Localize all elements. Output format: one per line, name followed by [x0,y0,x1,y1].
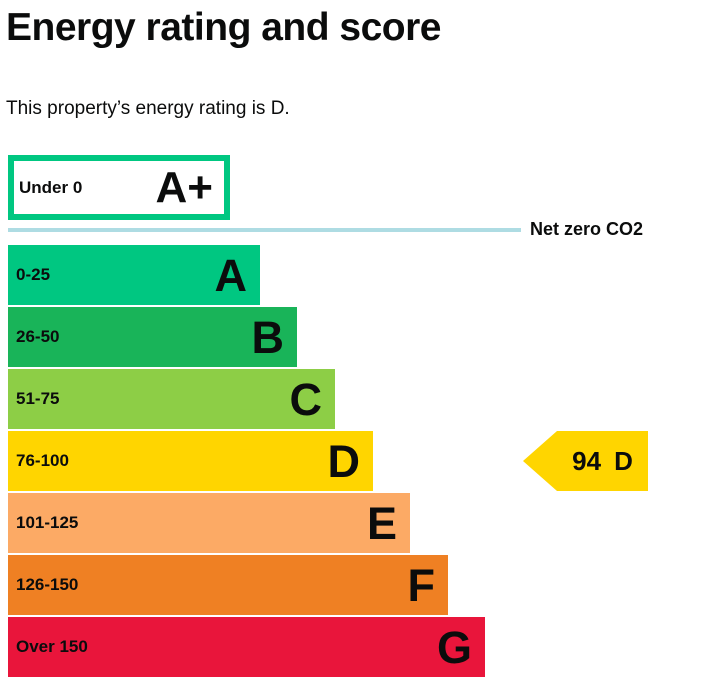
band-row-a-plus: Under 0 A+ [8,155,230,220]
band-row-e: 101-125 E [8,493,410,553]
net-zero-label: Net zero CO2 [530,219,644,239]
band-range-label: Over 150 [16,637,88,656]
net-zero-line [8,228,521,232]
current-rating-band-letter: D [614,445,633,476]
page-subtitle: This property’s energy rating is D. [6,98,290,119]
band-letter: F [407,559,436,611]
band-range-label: Under 0 [19,177,83,197]
band-row-g: Over 150 G [8,617,485,677]
band-range-label: 126-150 [16,575,79,594]
band-letter: B [251,311,285,363]
band-row-f: 126-150 F [8,555,448,615]
band-row-c: 51-75 C [8,369,335,429]
band-row-d: 76-100 D [8,431,373,491]
current-rating-score: 94 [572,445,602,476]
band-letter: G [436,621,472,673]
energy-rating-chart: Under 0 A+ Net zero CO2 0-25 A 26-50 B 5… [8,155,702,700]
band-range-label: 0-25 [16,265,51,284]
band-range-label: 76-100 [16,451,69,470]
band-letter: A+ [155,162,213,212]
band-row-a: 0-25 A [8,245,260,305]
page-title: Energy rating and score [6,6,441,49]
band-letter: A [214,249,248,301]
band-row-b: 26-50 B [8,307,297,367]
band-range-label: 51-75 [16,389,60,408]
band-range-label: 101-125 [16,513,79,532]
band-letter: E [366,497,397,549]
band-letter: D [327,435,361,487]
current-rating-arrow: 94 D [523,431,648,491]
band-range-label: 26-50 [16,327,60,346]
band-letter: C [289,373,323,425]
